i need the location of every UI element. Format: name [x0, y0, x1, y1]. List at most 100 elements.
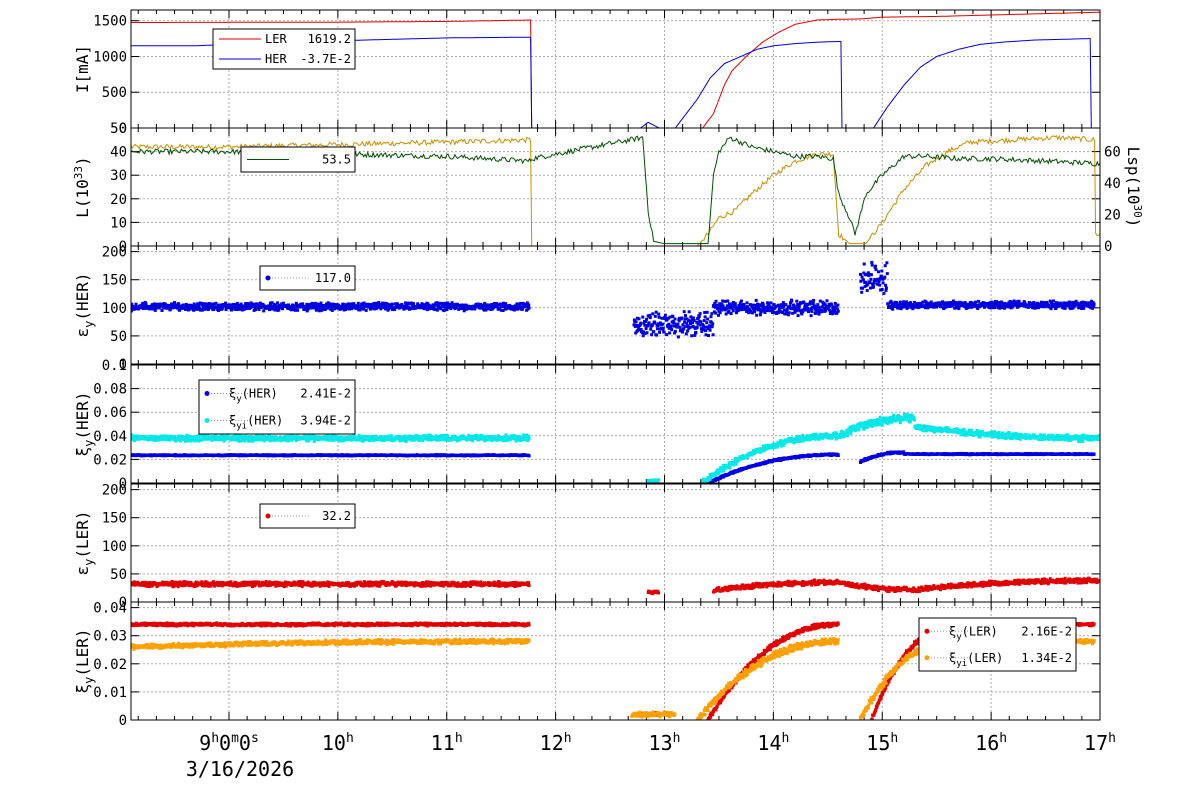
data-point: [885, 261, 888, 264]
data-point: [737, 309, 740, 312]
data-point: [677, 335, 680, 338]
data-point: [826, 299, 829, 302]
data-point: [239, 439, 242, 442]
data-point: [1064, 307, 1067, 310]
data-point: [657, 313, 660, 316]
data-point: [262, 309, 265, 312]
y-tick-label: 50: [110, 329, 127, 345]
y-tick-label: 0.02: [93, 452, 127, 468]
data-point: [874, 265, 877, 268]
data-point: [645, 318, 648, 321]
data-point: [834, 302, 837, 305]
data-point: [296, 309, 299, 312]
data-point: [816, 303, 819, 306]
data-point: [810, 310, 813, 313]
data-point: [869, 278, 872, 281]
data-point: [658, 331, 661, 334]
data-point: [645, 327, 648, 330]
data-point: [740, 300, 743, 303]
data-point: [357, 302, 360, 305]
data-point: [655, 334, 658, 337]
data-point: [680, 317, 683, 320]
data-point: [699, 320, 702, 323]
y-axis-label: I[mA]: [73, 45, 92, 93]
data-point: [688, 310, 691, 313]
data-point: [734, 302, 737, 305]
data-point: [837, 454, 840, 457]
y-tick-label: 100: [102, 301, 127, 317]
data-point: [730, 312, 733, 315]
data-point: [649, 328, 652, 331]
data-point: [689, 326, 692, 329]
legend-marker: [266, 276, 271, 281]
data-point: [884, 264, 887, 267]
data-point: [870, 273, 873, 276]
data-point: [810, 314, 813, 317]
legend-label: HER: [265, 52, 287, 66]
data-point: [154, 309, 157, 312]
data-point: [769, 301, 772, 304]
y2-tick-label: 0: [1104, 239, 1112, 255]
data-point: [706, 318, 709, 321]
data-point: [883, 276, 886, 279]
data-point: [201, 309, 204, 312]
data-point: [755, 299, 758, 302]
data-point: [648, 321, 651, 324]
y-tick-label: 10: [110, 215, 127, 231]
data-point: [789, 304, 792, 307]
data-point: [528, 307, 531, 310]
legend-value: 1619.2: [308, 32, 351, 46]
data-point: [694, 331, 697, 334]
data-point: [711, 322, 714, 325]
legend: 117.0: [260, 266, 355, 290]
data-point: [977, 300, 980, 303]
data-point: [870, 261, 873, 264]
data-point: [681, 331, 684, 334]
data-point: [1093, 303, 1096, 306]
data-point: [683, 310, 686, 313]
data-point: [715, 300, 718, 303]
data-point: [221, 307, 224, 310]
data-point: [412, 302, 415, 305]
data-point: [674, 330, 677, 333]
data-point: [696, 326, 699, 329]
y-tick-label: 1000: [93, 49, 127, 65]
data-point: [528, 454, 531, 457]
data-point: [690, 334, 693, 337]
data-point: [704, 329, 707, 332]
legend-value: -3.7E-2: [300, 52, 351, 66]
data-point: [871, 264, 874, 267]
data-point: [527, 303, 530, 306]
data-point: [668, 331, 671, 334]
data-point: [712, 333, 715, 336]
data-point: [837, 310, 840, 313]
data-point: [662, 327, 665, 330]
legend-value: 117.0: [315, 271, 351, 285]
data-point: [161, 309, 164, 312]
y-tick-label: 500: [102, 85, 127, 101]
y-tick-label: 150: [102, 273, 127, 289]
y2-axis-label: Lsp(1030): [1124, 147, 1144, 228]
y2-tick-label: 60: [1104, 145, 1121, 161]
data-point: [788, 311, 791, 314]
data-point: [710, 315, 713, 318]
data-point: [863, 263, 866, 266]
data-point: [717, 314, 720, 317]
data-point: [679, 326, 682, 329]
data-point: [797, 314, 800, 317]
data-point: [391, 303, 394, 306]
y-tick-label: 50: [110, 121, 127, 137]
data-point: [836, 304, 839, 307]
data-point: [658, 316, 661, 319]
data-point: [665, 333, 668, 336]
data-point: [882, 292, 885, 295]
legend-value: 53.5: [322, 153, 351, 167]
data-point: [693, 319, 696, 322]
data-point: [755, 314, 758, 317]
data-point: [866, 289, 869, 292]
panel-xi_her: 00.020.040.060.080.1ξy(HER)ξy(HER)2.41E-…: [73, 358, 1101, 492]
data-point: [670, 328, 673, 331]
